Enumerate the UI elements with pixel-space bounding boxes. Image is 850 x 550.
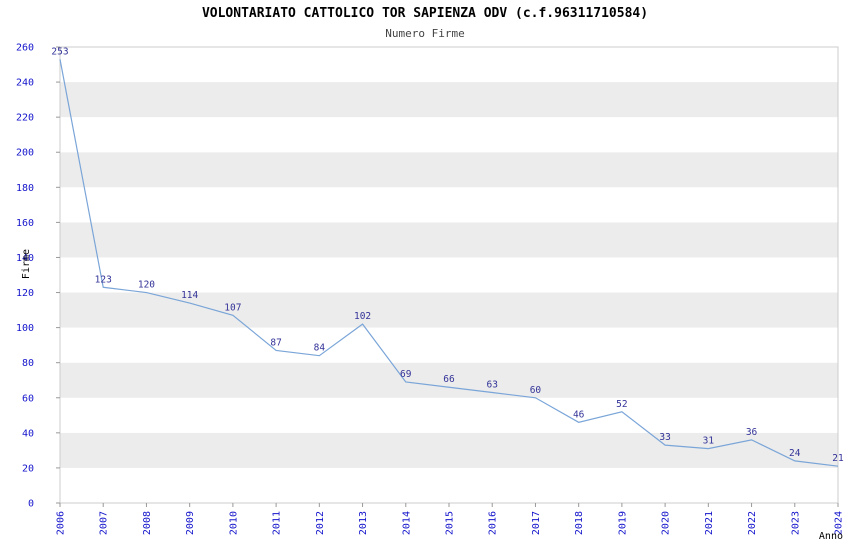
value-label: 52 xyxy=(616,399,627,410)
x-tick-label: 2012 xyxy=(315,511,326,535)
plot-band xyxy=(60,47,838,83)
y-axis-title: Firme xyxy=(21,249,32,279)
x-tick-label: 2019 xyxy=(617,511,628,535)
y-tick-label: 160 xyxy=(16,218,34,229)
y-tick-label: 20 xyxy=(22,463,34,474)
value-label: 114 xyxy=(181,290,198,301)
value-label: 24 xyxy=(789,448,801,459)
plot-band xyxy=(60,292,838,328)
value-label: 63 xyxy=(486,380,497,391)
value-label: 102 xyxy=(354,311,371,322)
plot-band xyxy=(60,117,838,153)
plot-band xyxy=(60,152,838,188)
x-tick-label: 2017 xyxy=(531,511,542,535)
value-label: 107 xyxy=(224,302,241,313)
value-label: 60 xyxy=(530,385,542,396)
value-label: 69 xyxy=(400,369,412,380)
x-tick-label: 2007 xyxy=(99,511,110,535)
y-tick-label: 260 xyxy=(16,43,34,54)
x-tick-label: 2023 xyxy=(790,511,801,535)
y-tick-label: 240 xyxy=(16,78,34,89)
value-label: 253 xyxy=(51,46,68,57)
x-tick-label: 2020 xyxy=(661,511,672,535)
x-tick-label: 2011 xyxy=(272,511,283,535)
plot-band xyxy=(60,397,838,433)
plot-band xyxy=(60,187,838,223)
data-line xyxy=(59,59,839,467)
x-tick-label: 2022 xyxy=(747,511,758,535)
x-tick-label: 2015 xyxy=(445,511,456,535)
value-label: 84 xyxy=(314,343,326,354)
x-tick-label: 2021 xyxy=(704,511,715,535)
x-tick-label: 2024 xyxy=(834,511,845,535)
y-tick-label: 60 xyxy=(22,393,34,404)
x-axis-title: Anno xyxy=(819,531,843,542)
x-tick-label: 2008 xyxy=(142,511,153,535)
chart-subtitle: Numero Firme xyxy=(385,27,465,40)
plot-band xyxy=(60,362,838,398)
value-label: 123 xyxy=(95,274,112,285)
value-label: 21 xyxy=(832,453,844,464)
value-label: 33 xyxy=(659,432,670,443)
value-label: 66 xyxy=(443,374,455,385)
x-tick-label: 2006 xyxy=(56,511,67,535)
x-tick-label: 2013 xyxy=(358,511,369,535)
plot-band xyxy=(60,222,838,258)
plot-band xyxy=(60,82,838,118)
x-tick-label: 2009 xyxy=(185,511,196,535)
x-tick-label: 2016 xyxy=(488,511,499,535)
plot-band xyxy=(60,432,838,468)
y-tick-label: 220 xyxy=(16,113,34,124)
chart-title: VOLONTARIATO CATTOLICO TOR SAPIENZA ODV … xyxy=(201,6,649,21)
y-tick-label: 100 xyxy=(16,323,34,334)
value-label: 46 xyxy=(573,409,585,420)
y-tick-label: 40 xyxy=(22,428,34,439)
y-tick-label: 140 xyxy=(16,253,34,264)
y-tick-label: 200 xyxy=(16,148,34,159)
y-tick-label: 120 xyxy=(16,288,34,299)
value-label: 31 xyxy=(703,436,715,447)
plot-band xyxy=(60,467,838,503)
plot-band xyxy=(60,327,838,363)
value-label: 87 xyxy=(270,337,281,348)
plot-band xyxy=(60,257,838,293)
y-tick-label: 0 xyxy=(28,499,34,510)
x-tick-label: 2010 xyxy=(228,511,239,535)
x-tick-label: 2018 xyxy=(574,511,585,535)
value-label: 36 xyxy=(746,427,758,438)
value-label: 120 xyxy=(138,280,155,291)
y-tick-label: 180 xyxy=(16,183,34,194)
x-tick-label: 2014 xyxy=(401,511,412,535)
y-tick-label: 80 xyxy=(22,358,34,369)
